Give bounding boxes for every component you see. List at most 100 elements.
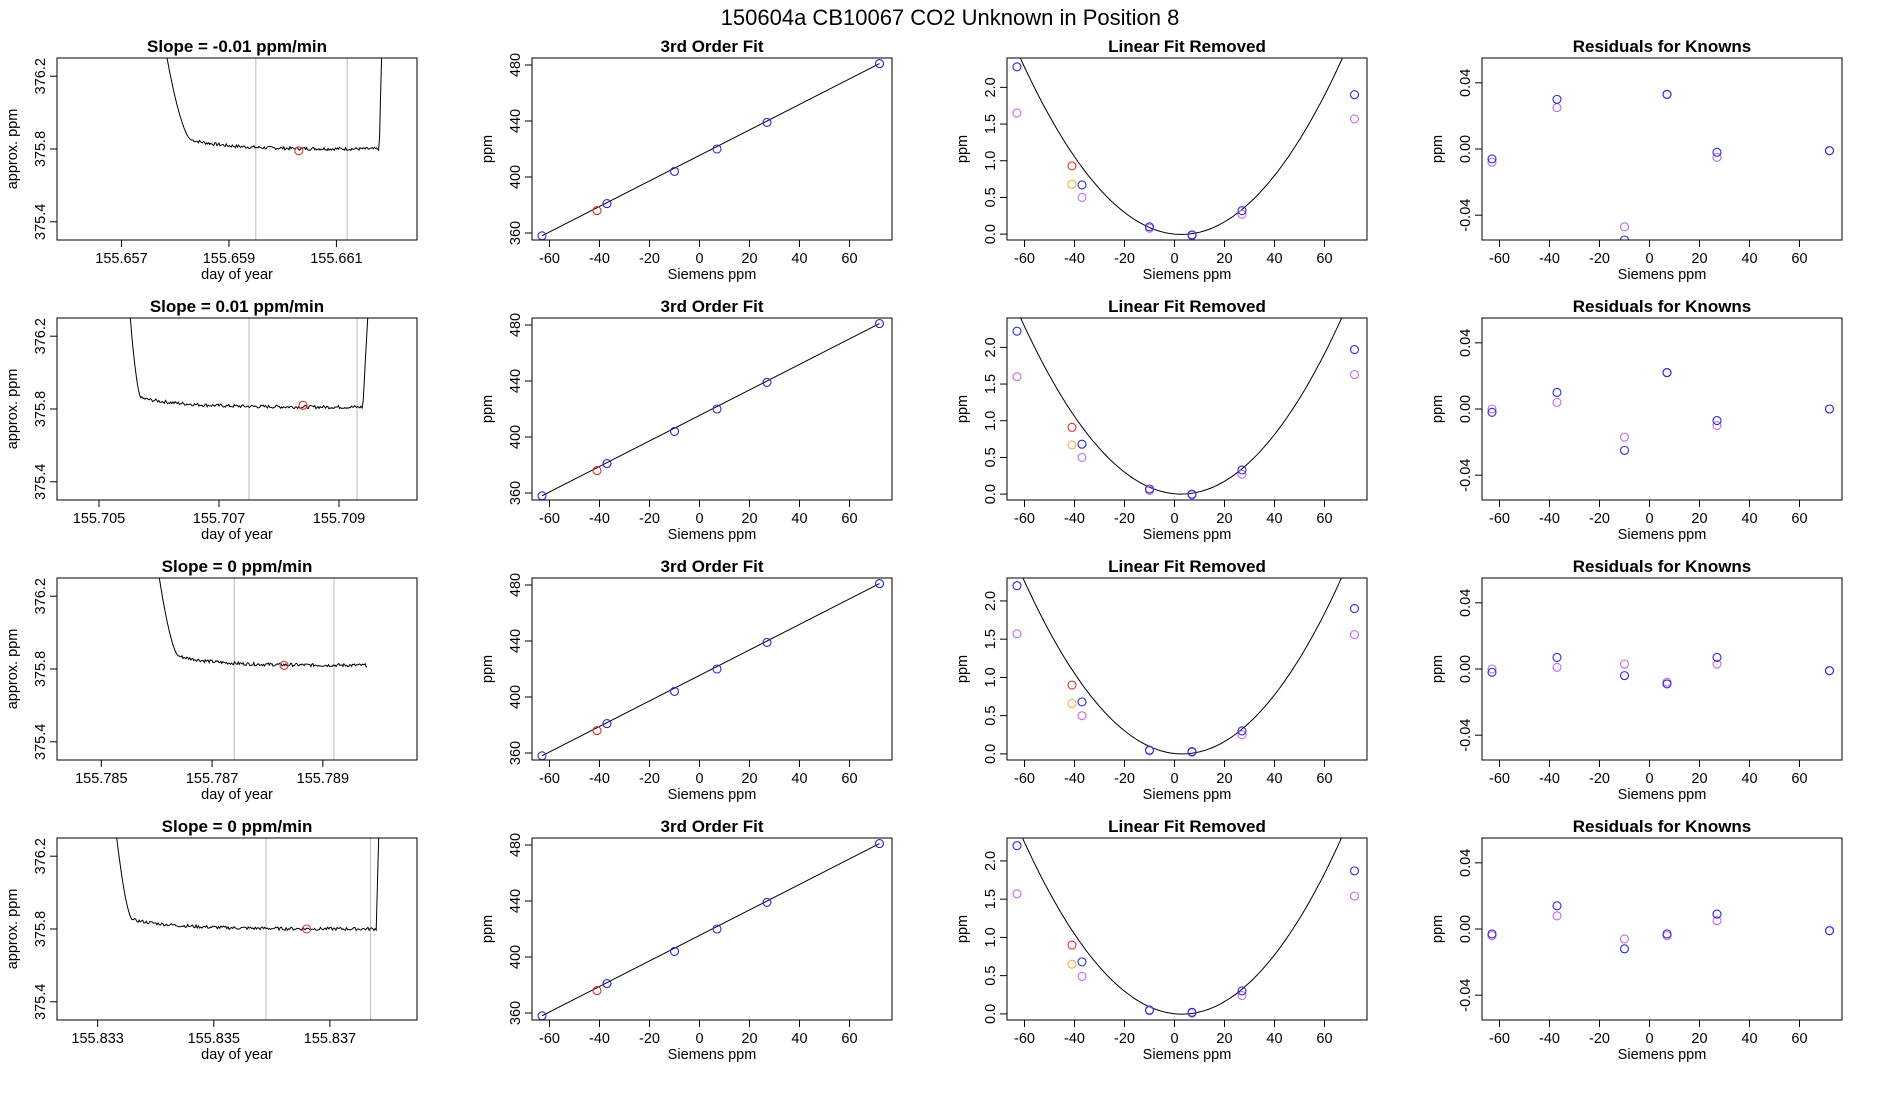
plot-area xyxy=(537,319,885,500)
x-tick-label: 40 xyxy=(1266,251,1282,267)
plot-area xyxy=(158,578,368,760)
known-alt-point xyxy=(1349,114,1360,124)
panel-frame xyxy=(56,837,418,1021)
x-tick-label: -60 xyxy=(539,1031,560,1047)
x-tick-label: 20 xyxy=(1691,251,1707,267)
panel-r3-c0: Slope = 0 ppm/min 155.833 155.835 155.837 37… xyxy=(5,817,418,1063)
known-point xyxy=(1237,726,1247,736)
known-point xyxy=(1349,604,1360,614)
x-tick-label: -40 xyxy=(589,771,610,787)
x-tick-label: 20 xyxy=(1216,251,1232,267)
plot-area xyxy=(537,839,885,1020)
x-tick-label: 155.833 xyxy=(71,1031,123,1047)
y-axis-label: ppm xyxy=(480,395,496,423)
residual-point xyxy=(1662,929,1672,939)
unknown-point xyxy=(1067,422,1077,432)
x-tick-label: -60 xyxy=(539,771,560,787)
panel-r1-c0: Slope = 0.01 ppm/min 155.705 155.707 155.70… xyxy=(5,297,418,543)
x-tick-label: -20 xyxy=(1114,771,1135,787)
residual-point xyxy=(1824,666,1835,676)
known-point xyxy=(1144,222,1155,232)
known-point xyxy=(1187,747,1197,757)
unknown-point xyxy=(592,726,602,736)
figure-title: 150604a CB10067 CO2 Unknown in Position … xyxy=(721,5,1180,30)
plot-area xyxy=(1487,652,1835,689)
unknown-alt-point xyxy=(1067,698,1077,708)
x-tick-label: 0 xyxy=(695,251,703,267)
y-axis-label: ppm xyxy=(955,655,971,683)
x-tick-label: 20 xyxy=(741,511,757,527)
plot-area xyxy=(116,838,380,1020)
x-tick-label: -20 xyxy=(1589,771,1610,787)
y-tick-label: 375.8 xyxy=(33,131,49,167)
y-tick-label: 0.00 xyxy=(1458,135,1474,163)
panel-r2-c3: Residuals for Knowns -60 -40 -20 0 20 40 60 -0.0… xyxy=(1430,557,1843,803)
x-tick-label: 155.837 xyxy=(304,1031,356,1047)
residual-alt-point xyxy=(1619,222,1630,232)
known-point xyxy=(1012,326,1022,336)
known-point xyxy=(874,839,885,849)
unknown-point xyxy=(592,206,602,216)
x-tick-label: -60 xyxy=(1014,771,1035,787)
y-tick-label: 2.0 xyxy=(983,337,999,357)
known-alt-point xyxy=(1077,711,1087,721)
y-axis-label: ppm xyxy=(955,395,971,423)
panel-r1-c3: Residuals for Knowns -60 -40 -20 0 20 40 60 -0.0… xyxy=(1430,297,1843,543)
residual-point xyxy=(1619,944,1630,954)
known-alt-point xyxy=(1077,452,1087,462)
y-tick-label: 0.5 xyxy=(983,706,999,726)
panel-title: 3rd Order Fit xyxy=(661,297,764,316)
x-tick-label: -20 xyxy=(1114,1031,1135,1047)
y-tick-label: 375.4 xyxy=(33,984,49,1020)
panel-r0-c1: 3rd Order Fit -60 -40 -20 0 20 40 60 360 400 440 48… xyxy=(480,37,893,283)
residual-alt-point xyxy=(1619,934,1630,944)
x-tick-label: 155.789 xyxy=(297,771,349,787)
y-tick-label: 375.8 xyxy=(33,651,49,687)
y-tick-label: 2.0 xyxy=(983,851,999,871)
unknown-point xyxy=(1067,161,1077,171)
x-tick-label: 20 xyxy=(1216,771,1232,787)
y-tick-label: 375.4 xyxy=(33,204,49,240)
x-tick-label: 40 xyxy=(1741,251,1757,267)
panel-title: Slope = 0.01 ppm/min xyxy=(150,297,324,316)
plot-area xyxy=(1012,838,1360,1018)
x-tick-label: 40 xyxy=(791,251,807,267)
x-tick-label: 40 xyxy=(1266,511,1282,527)
x-axis-label: day of year xyxy=(201,527,273,543)
x-tick-label: -60 xyxy=(1489,1031,1510,1047)
y-tick-label: 360 xyxy=(508,741,524,765)
panel-frame xyxy=(531,57,893,241)
panel-frame xyxy=(1006,577,1368,761)
known-point xyxy=(1349,90,1360,100)
panel-title: Linear Fit Removed xyxy=(1108,557,1266,576)
x-tick-label: 40 xyxy=(1266,1031,1282,1047)
y-tick-label: 376.2 xyxy=(33,318,49,354)
known-point xyxy=(1077,180,1087,190)
residual-point xyxy=(1662,368,1672,378)
x-tick-label: 0 xyxy=(695,771,703,787)
known-alt-point xyxy=(1012,108,1022,118)
x-tick-label: 60 xyxy=(841,771,857,787)
plot-area xyxy=(1012,318,1360,500)
panel-title: Slope = 0 ppm/min xyxy=(162,557,313,576)
plot-area xyxy=(537,579,885,760)
x-tick-label: 155.659 xyxy=(203,251,255,267)
x-tick-label: 155.657 xyxy=(95,251,147,267)
unknown-point xyxy=(1067,680,1077,690)
x-tick-label: -20 xyxy=(639,771,660,787)
known-point xyxy=(1144,1005,1155,1015)
panel-r1-c2: Linear Fit Removed -60 -40 -20 0 20 40 60 0.0 0.5… xyxy=(955,297,1368,543)
known-point xyxy=(712,924,722,934)
plot-area xyxy=(1487,89,1835,240)
residual-point xyxy=(1619,235,1630,240)
known-point xyxy=(602,719,612,729)
x-tick-label: -40 xyxy=(1539,511,1560,527)
x-axis-label: day of year xyxy=(201,1047,273,1063)
x-tick-label: -40 xyxy=(589,1031,610,1047)
x-tick-label: 20 xyxy=(1216,511,1232,527)
y-tick-label: 375.8 xyxy=(33,391,49,427)
residual-alt-point xyxy=(1712,152,1722,162)
known-alt-point xyxy=(1349,369,1360,380)
y-tick-label: 0.0 xyxy=(983,744,999,764)
panel-frame xyxy=(531,317,893,501)
